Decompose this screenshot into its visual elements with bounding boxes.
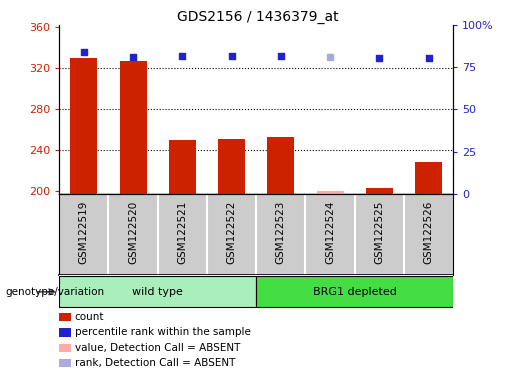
Text: GSM122522: GSM122522 (227, 200, 236, 264)
Point (178, 53, 186, 59)
Text: wild type: wild type (132, 287, 183, 297)
Point (228, 53, 236, 59)
Bar (218, 139, 245, 194)
Text: GSM122519: GSM122519 (79, 200, 89, 264)
Text: GSM122523: GSM122523 (276, 200, 286, 264)
Text: BRG1 depleted: BRG1 depleted (313, 287, 397, 297)
Text: count: count (75, 312, 104, 322)
Point (80, 48, 88, 55)
Text: rank, Detection Call = ABSENT: rank, Detection Call = ABSENT (75, 358, 235, 368)
Text: percentile rank within the sample: percentile rank within the sample (75, 327, 251, 337)
Text: GSM122525: GSM122525 (374, 200, 384, 264)
Bar (317, 191, 344, 194)
Text: GSM122526: GSM122526 (423, 200, 434, 264)
Text: GSM122520: GSM122520 (128, 200, 138, 264)
Bar (169, 140, 196, 194)
Bar (415, 162, 442, 194)
Bar (267, 137, 295, 194)
Bar (119, 61, 147, 194)
Text: value, Detection Call = ABSENT: value, Detection Call = ABSENT (75, 343, 240, 353)
Point (375, 55, 384, 61)
Point (277, 53, 285, 59)
Bar (71, 58, 97, 194)
Point (129, 54, 137, 60)
Bar (366, 188, 393, 194)
Text: genotype/variation: genotype/variation (5, 287, 104, 297)
Text: GSM122521: GSM122521 (177, 200, 187, 264)
FancyBboxPatch shape (256, 276, 453, 307)
FancyBboxPatch shape (59, 276, 256, 307)
Point (326, 54, 334, 60)
Point (424, 55, 433, 61)
Text: GSM122524: GSM122524 (325, 200, 335, 264)
Text: GDS2156 / 1436379_at: GDS2156 / 1436379_at (177, 10, 338, 23)
